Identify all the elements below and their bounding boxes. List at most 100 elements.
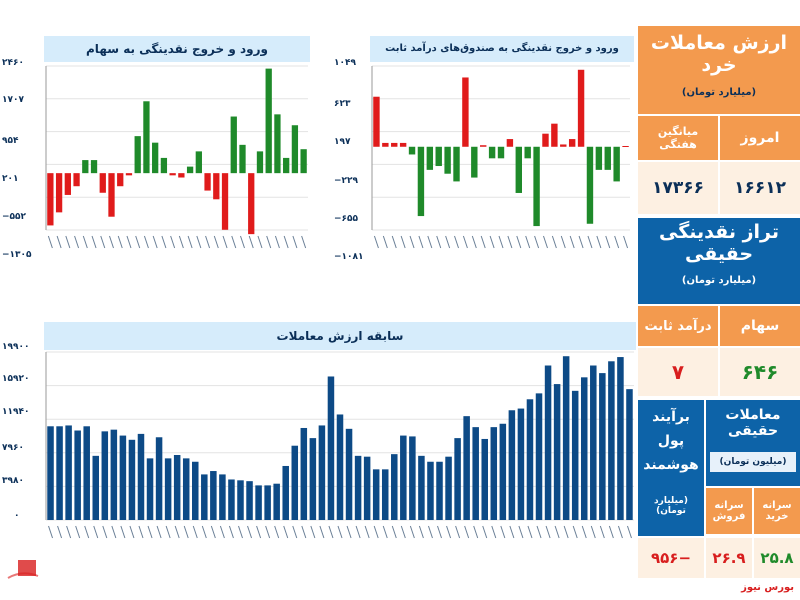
stock-flow-x-tick	[274, 235, 280, 249]
value-history-bar	[83, 426, 90, 520]
fixed-flow-x-tick	[587, 235, 593, 249]
fixed-flow-x-tick	[391, 235, 397, 249]
stock-flow-bar	[221, 173, 229, 230]
fixed-flow-x-tick	[382, 235, 388, 249]
fixed-flow-x-tick	[543, 235, 548, 249]
fixed-flow-x-tick	[480, 235, 486, 249]
value-history-bar	[336, 414, 344, 520]
stock-flow-bar	[274, 114, 281, 174]
buy-per-capita-value: ۲۵.۸	[754, 538, 800, 578]
fixed-flow-x-tick	[507, 235, 513, 249]
value-history-bar	[617, 357, 624, 520]
fixed-flow-ytick: −۱۰۸۱	[334, 252, 364, 262]
value-history-x-tick	[238, 525, 243, 539]
fixed-flow-bar	[604, 146, 611, 170]
stock-flow-x-tick	[178, 235, 184, 249]
fixed-flow-x-tick	[578, 235, 584, 249]
value-history-bar	[481, 438, 488, 520]
value-history-x-tick	[120, 525, 126, 539]
value-history-ytick: ۳۹۸۰	[2, 476, 24, 486]
value-history-bar	[255, 485, 262, 520]
stock-flow-x-tick	[161, 235, 167, 249]
fixed-flow-x-tick	[498, 235, 504, 249]
value-history-x-tick	[201, 525, 207, 539]
value-history-x-tick	[310, 525, 316, 539]
value-history-bar	[626, 389, 633, 520]
real-liquidity-values: ۶۴۶ ۷	[638, 348, 800, 396]
value-history-bar	[128, 439, 136, 520]
value-history-x-tick	[247, 525, 253, 539]
fixed-flow-bar	[471, 146, 478, 178]
value-history-x-tick	[608, 525, 614, 539]
value-history-bar	[590, 365, 597, 520]
value-history-x-tick	[455, 525, 461, 539]
value-history-ytick: ۱۵۹۲۰	[2, 374, 30, 384]
stock-flow-x-tick	[240, 235, 245, 249]
value-history-ytick: ۰	[14, 511, 20, 521]
fixed-flow-x-tick	[605, 235, 611, 249]
value-history-bar	[436, 461, 443, 520]
stock-flow-ytick: ۹۵۴	[2, 136, 19, 146]
stock-flow-bar	[82, 160, 89, 174]
smart-money-label-1: برآیند	[652, 409, 690, 425]
stock-flow-bar	[108, 173, 115, 217]
stock-flow-chart-panel: ورود و خروج نقدینگی به سهام	[44, 36, 310, 266]
smart-money-label-3: هوشمند	[643, 457, 699, 473]
fixed-flow-bar	[586, 146, 594, 224]
stock-flow-x-tick	[187, 235, 193, 249]
stock-flow-bar	[125, 173, 133, 176]
value-history-bar	[526, 399, 534, 520]
value-history-bar	[454, 438, 461, 520]
fixed-flow-x-tick	[569, 235, 575, 249]
stock-flow-x-tick	[126, 235, 132, 249]
fixed-flow-bar	[577, 69, 585, 147]
real-liquidity-labels: سهام درآمد ثابت	[638, 306, 800, 346]
value-history-x-tick	[464, 525, 470, 539]
value-history-bar	[146, 458, 154, 520]
value-history-bar	[372, 469, 380, 520]
value-history-bar	[562, 356, 570, 520]
stock-flow-chart	[45, 65, 308, 249]
stock-flow-x-tick	[257, 235, 263, 249]
real-trades-labels: سرانه خرید سرانه فروش	[706, 488, 800, 534]
fixed-flow-x-tick	[525, 235, 531, 249]
stock-flow-ytick: ۲۴۶۰	[2, 58, 24, 68]
fixed-flow-bar	[408, 146, 416, 155]
stock-flow-x-tick	[205, 235, 211, 249]
value-history-x-tick	[319, 525, 325, 539]
smart-money-label-2: پول	[657, 433, 685, 449]
value-history-x-tick	[228, 525, 234, 539]
fixed-flow-bar	[480, 145, 487, 147]
value-history-bar	[599, 373, 606, 520]
value-history-bar	[535, 393, 543, 520]
value-history-bar	[237, 480, 244, 520]
value-history-x-tick	[572, 525, 578, 539]
value-history-x-tick	[427, 525, 433, 539]
value-history-x-tick	[210, 525, 216, 539]
fixed-flow-bar	[542, 133, 549, 147]
stock-flow-x-tick	[117, 235, 123, 249]
fixed-flow-x-tick	[614, 235, 620, 249]
stock-flow-x-tick	[248, 235, 254, 249]
stock-flow-bar	[265, 68, 272, 174]
value-history-x-tick	[409, 525, 415, 539]
retail-labels-row: امروز میانگین هفتگی	[638, 116, 800, 160]
stock-flow-bar	[47, 173, 54, 226]
buy-per-capita-label: سرانه خرید	[754, 488, 800, 534]
fixed-flow-bar	[595, 146, 603, 170]
value-history-bar	[445, 456, 452, 520]
real-trades-values: ۲۵.۸ ۲۶.۹ −۹۵۶	[638, 538, 800, 578]
value-history-x-tick	[174, 525, 180, 539]
stock-flow-x-tick	[222, 235, 228, 249]
stock-flow-x-tick	[170, 235, 176, 249]
value-history-x-tick	[617, 525, 623, 539]
value-history-bar	[499, 423, 507, 520]
value-history-x-tick	[482, 525, 488, 539]
fixed-flow-x-tick	[373, 235, 379, 249]
stock-flow-bar	[178, 173, 185, 178]
stock-flow-bar	[143, 101, 150, 174]
fixed-flow-ytick: −۲۲۹	[334, 176, 359, 186]
fixed-flow-bar	[391, 142, 398, 147]
value-history-bar	[110, 429, 118, 520]
watermark-logo	[4, 552, 40, 586]
